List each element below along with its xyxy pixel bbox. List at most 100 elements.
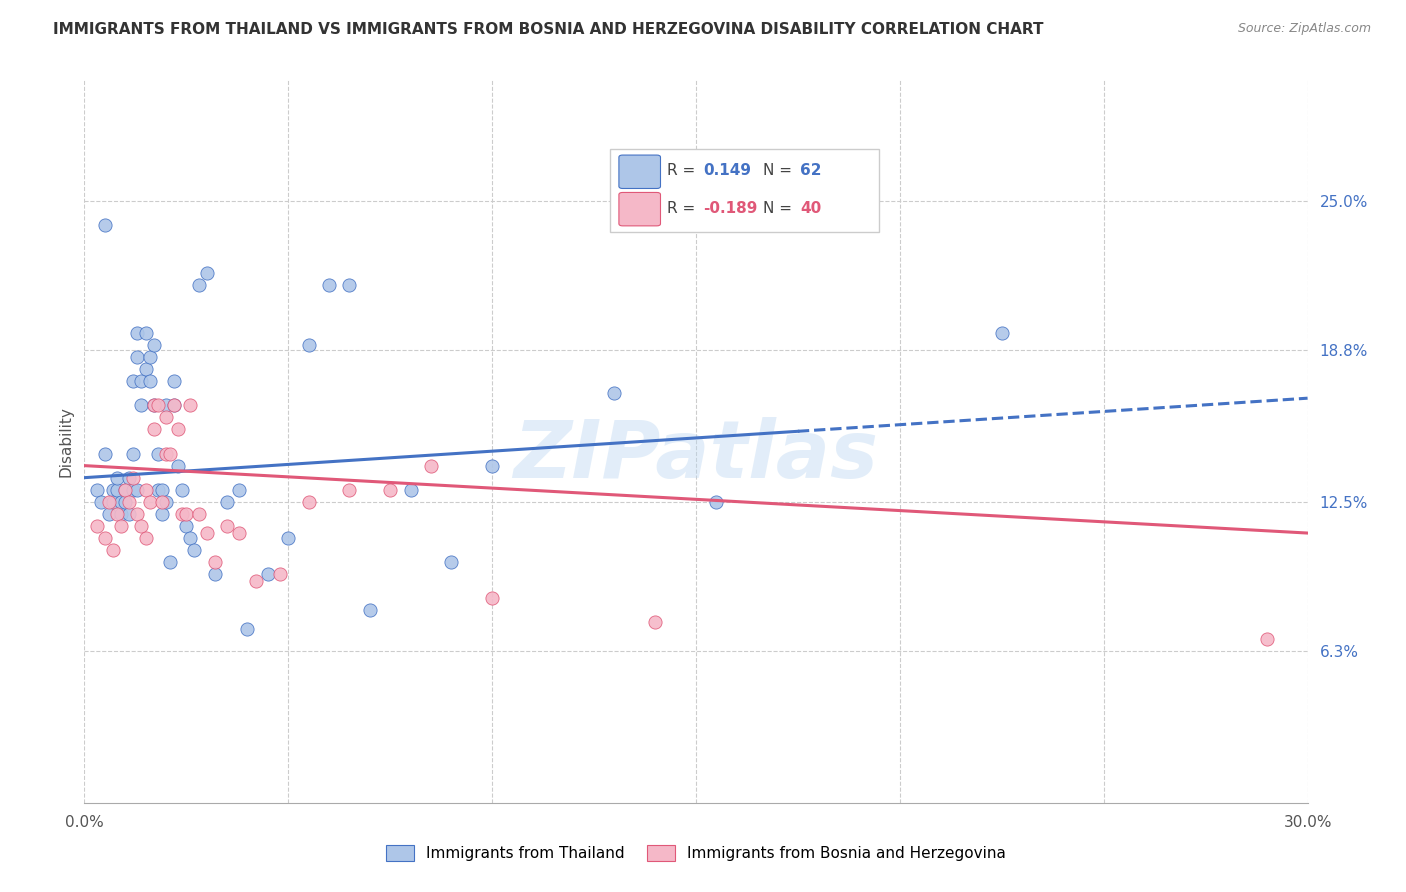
Point <box>163 374 186 388</box>
Point <box>101 542 124 557</box>
Point <box>399 483 422 497</box>
Point <box>269 567 291 582</box>
Point <box>105 507 128 521</box>
FancyBboxPatch shape <box>619 193 661 226</box>
Point <box>603 386 626 401</box>
Point <box>105 483 128 497</box>
Point <box>127 350 149 364</box>
Point <box>118 470 141 484</box>
Point <box>204 567 226 582</box>
Text: 62: 62 <box>800 163 821 178</box>
Point <box>991 326 1014 340</box>
Point <box>163 398 186 412</box>
Point <box>122 446 145 460</box>
Point <box>127 326 149 340</box>
Point <box>481 591 503 605</box>
Text: R =: R = <box>666 163 700 178</box>
Point <box>97 507 120 521</box>
Point <box>138 494 160 508</box>
Point <box>706 494 728 508</box>
Point <box>195 266 218 280</box>
Point <box>298 494 321 508</box>
Point <box>142 338 165 352</box>
Point <box>150 507 173 521</box>
Point <box>174 518 197 533</box>
Point <box>187 277 209 292</box>
Point <box>155 410 177 425</box>
Text: ZIPatlas: ZIPatlas <box>513 417 879 495</box>
Point <box>420 458 443 473</box>
Point <box>146 398 169 412</box>
Point <box>93 446 115 460</box>
FancyBboxPatch shape <box>619 155 661 188</box>
Point <box>318 277 340 292</box>
Point <box>167 422 190 436</box>
FancyBboxPatch shape <box>610 149 880 232</box>
Point <box>167 458 190 473</box>
Point <box>245 574 267 589</box>
Point <box>228 526 250 541</box>
Point <box>183 542 205 557</box>
Point <box>86 483 108 497</box>
Point <box>110 507 132 521</box>
Point <box>174 507 197 521</box>
Point <box>146 483 169 497</box>
Point <box>440 555 463 569</box>
Point <box>101 494 124 508</box>
Point <box>380 483 402 497</box>
Point <box>228 483 250 497</box>
Point <box>339 277 361 292</box>
Point <box>257 567 280 582</box>
Point <box>131 518 153 533</box>
Point <box>122 374 145 388</box>
Point <box>644 615 666 630</box>
Point <box>127 507 149 521</box>
Point <box>114 483 136 497</box>
Point <box>135 362 157 376</box>
Text: IMMIGRANTS FROM THAILAND VS IMMIGRANTS FROM BOSNIA AND HERZEGOVINA DISABILITY CO: IMMIGRANTS FROM THAILAND VS IMMIGRANTS F… <box>53 22 1043 37</box>
Point <box>138 350 160 364</box>
Point <box>155 446 177 460</box>
Y-axis label: Disability: Disability <box>58 406 73 477</box>
Text: -0.189: -0.189 <box>703 202 758 216</box>
Point <box>131 374 153 388</box>
Point <box>131 398 153 412</box>
Point <box>150 494 173 508</box>
Point <box>118 507 141 521</box>
Point <box>135 483 157 497</box>
Point <box>155 398 177 412</box>
Point <box>277 531 299 545</box>
Point <box>195 526 218 541</box>
Point <box>90 494 112 508</box>
Point <box>127 483 149 497</box>
Point <box>101 483 124 497</box>
Point <box>135 326 157 340</box>
Point <box>787 218 810 232</box>
Text: N =: N = <box>763 202 797 216</box>
Text: 0.149: 0.149 <box>703 163 751 178</box>
Point <box>122 483 145 497</box>
Point <box>481 458 503 473</box>
Point <box>1256 632 1278 646</box>
Point <box>118 494 141 508</box>
Point <box>159 555 181 569</box>
Point <box>163 398 186 412</box>
Point <box>159 446 181 460</box>
Point <box>172 483 194 497</box>
Text: Source: ZipAtlas.com: Source: ZipAtlas.com <box>1237 22 1371 36</box>
Point <box>155 494 177 508</box>
Point <box>105 470 128 484</box>
Point <box>150 483 173 497</box>
Point <box>142 398 165 412</box>
Point <box>142 422 165 436</box>
Point <box>298 338 321 352</box>
Point <box>135 531 157 545</box>
Point <box>110 518 132 533</box>
Point <box>187 507 209 521</box>
Point <box>122 470 145 484</box>
Point <box>93 218 115 232</box>
Point <box>110 494 132 508</box>
Point <box>204 555 226 569</box>
Point <box>179 531 201 545</box>
Point <box>86 518 108 533</box>
